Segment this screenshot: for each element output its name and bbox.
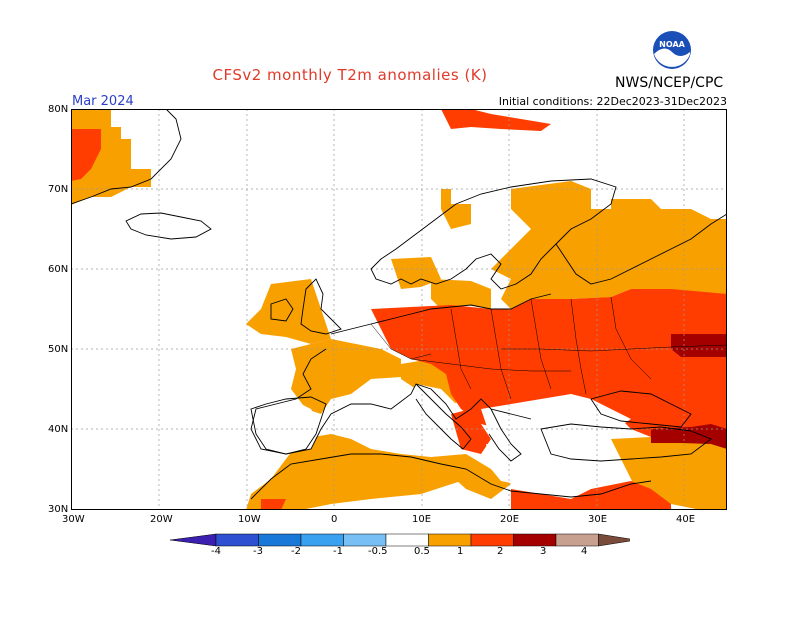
noaa-logo: NOAA xyxy=(653,31,691,69)
colorbar-label: -4 xyxy=(211,546,221,557)
lon-label: 10W xyxy=(238,514,261,525)
lat-label: 70N xyxy=(48,184,69,195)
lon-label: 20E xyxy=(500,514,520,525)
colorbar-cell xyxy=(258,533,302,547)
country-borders xyxy=(370,296,727,400)
lon-label: 30W xyxy=(62,514,85,525)
colorbar-cell xyxy=(343,533,387,547)
colorbar-cell xyxy=(428,533,472,547)
colorbar-arrow-left xyxy=(170,533,217,547)
lon-label: 10E xyxy=(412,514,432,525)
lon-label: 30E xyxy=(588,514,608,525)
lon-label: 0 xyxy=(331,514,338,525)
colorbar-cell xyxy=(513,533,557,547)
lon-label: 20W xyxy=(150,514,173,525)
graticule xyxy=(71,109,727,510)
colorbar-label: -0.5 xyxy=(368,546,388,557)
lon-label: 40E xyxy=(676,514,696,525)
colorbar-cell xyxy=(470,533,514,547)
colorbar-label: 3 xyxy=(540,546,547,557)
anomaly-map xyxy=(71,109,727,510)
coastlines xyxy=(71,109,727,500)
map-frame xyxy=(71,109,727,510)
lat-label: 50N xyxy=(48,344,69,355)
colorbar-arrow-right xyxy=(598,533,630,547)
lat-label: 80N xyxy=(48,104,69,115)
colorbar xyxy=(170,533,630,547)
lat-label: 30N xyxy=(48,504,69,515)
colorbar-label: -3 xyxy=(253,546,263,557)
colorbar-cell xyxy=(385,533,429,547)
colorbar-cell xyxy=(300,533,344,547)
agency-label: NWS/NCEP/CPC xyxy=(615,75,724,91)
initial-conditions-label: Initial conditions: 22Dec2023-31Dec2023 xyxy=(498,95,727,108)
neutral-areas xyxy=(251,384,631,489)
colorbar-label: -1 xyxy=(333,546,343,557)
month-label: Mar 2024 xyxy=(72,94,134,109)
colorbar-label: 1 xyxy=(457,546,464,557)
colorbar-cell xyxy=(555,533,599,547)
lat-label: 40N xyxy=(48,424,69,435)
anomaly-2-3-fill xyxy=(651,334,727,449)
colorbar-label: -2 xyxy=(291,546,301,557)
colorbar-cell xyxy=(215,533,259,547)
colorbar-label: 4 xyxy=(581,546,588,557)
svg-text:NOAA: NOAA xyxy=(659,40,685,49)
anomaly-1-2-fill xyxy=(71,109,727,510)
colorbar-label: 2 xyxy=(497,546,504,557)
colorbar-label: 0.5 xyxy=(414,546,430,557)
map-title: CFSv2 monthly T2m anomalies (K) xyxy=(212,66,488,84)
lat-label: 60N xyxy=(48,264,69,275)
